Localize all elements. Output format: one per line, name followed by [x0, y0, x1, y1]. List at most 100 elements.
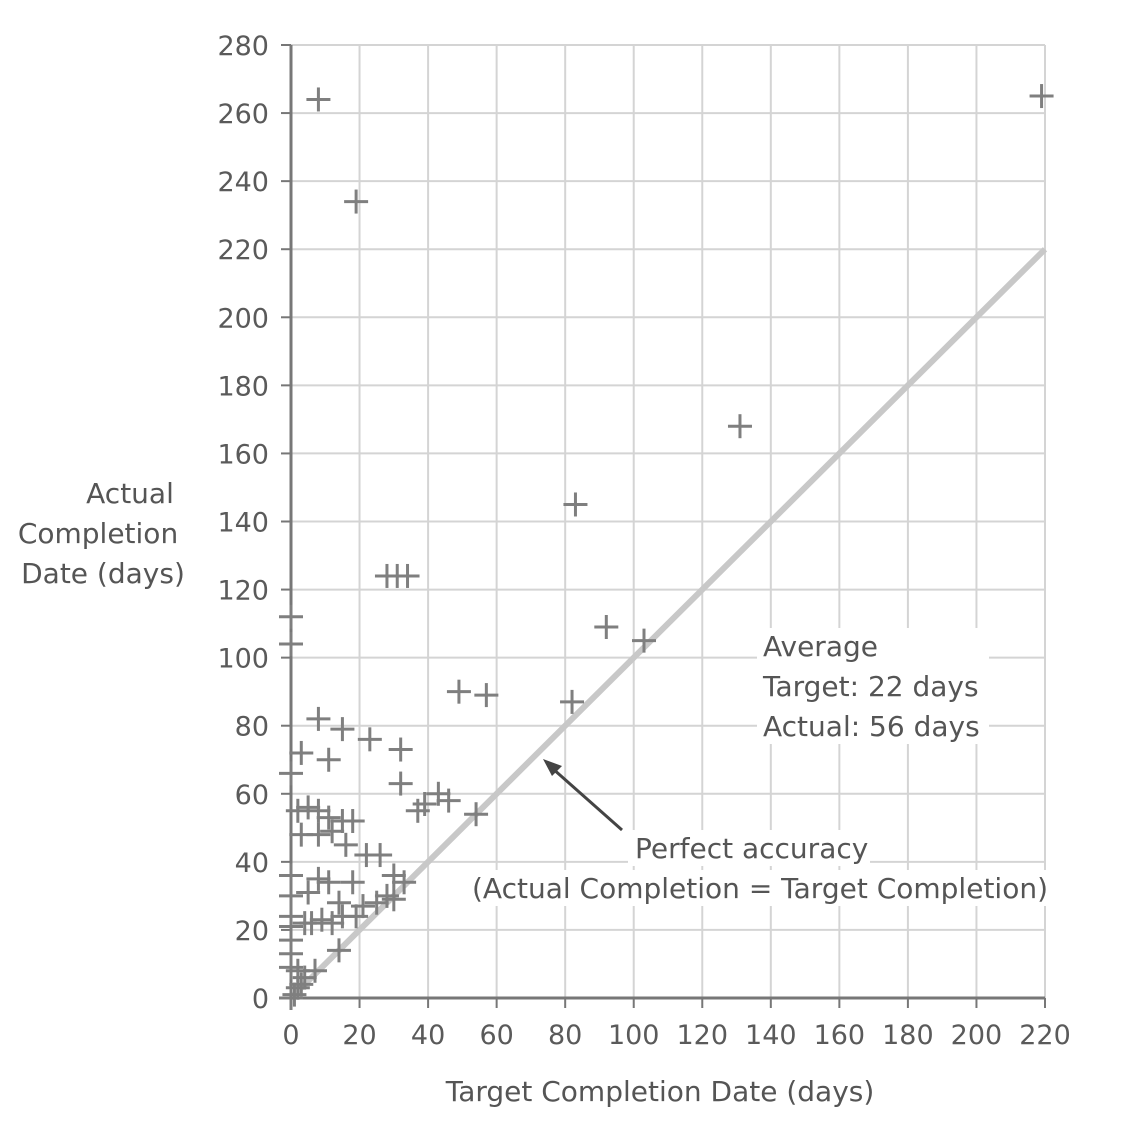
data-point	[340, 870, 365, 895]
data-point	[279, 761, 303, 786]
data-point	[306, 87, 331, 112]
data-point	[412, 791, 437, 816]
data-point	[296, 795, 321, 820]
data-point	[395, 563, 420, 588]
data-point	[374, 883, 399, 908]
x-tick-label: 0	[282, 1020, 299, 1051]
data-point	[560, 689, 585, 714]
data-point	[306, 798, 331, 823]
average-actual: Actual: 56 days	[763, 710, 980, 743]
y-tick-label: 40	[235, 848, 269, 879]
y-axis-label: Actual Completion Date (days)	[18, 477, 185, 590]
y-tick-label: 220	[217, 235, 269, 266]
data-point	[279, 986, 303, 1010]
perfect-accuracy-line	[288, 247, 1048, 1001]
data-point	[289, 972, 314, 997]
x-tick-label: 220	[1019, 1020, 1071, 1051]
x-tick-label: 80	[548, 1020, 582, 1051]
data-point	[296, 880, 321, 905]
data-point	[279, 604, 303, 629]
data-point	[436, 788, 461, 813]
data-point	[279, 632, 303, 657]
data-point	[368, 843, 393, 868]
x-tick-label: 60	[479, 1020, 513, 1051]
y-tick-label: 180	[217, 371, 269, 402]
data-point	[340, 809, 365, 834]
data-point	[632, 628, 657, 653]
x-tick-label: 160	[814, 1020, 866, 1051]
y-tick-label: 140	[217, 508, 269, 539]
data-point	[306, 822, 331, 847]
y-tick-label: 100	[217, 644, 269, 675]
y-tick-label: 80	[235, 712, 269, 743]
data-point	[309, 907, 334, 932]
data-point	[326, 890, 351, 915]
axes	[281, 44, 1046, 1008]
data-point	[279, 955, 303, 980]
x-tick-label: 180	[882, 1020, 934, 1051]
data-point	[1029, 84, 1054, 109]
y-tick-label: 240	[217, 167, 269, 198]
data-point	[446, 679, 471, 704]
y-label-line-1: Actual	[86, 477, 174, 510]
y-tick-label: 20	[235, 916, 269, 947]
data-point	[392, 870, 417, 895]
x-tick-label: 200	[951, 1020, 1003, 1051]
data-point	[381, 887, 406, 912]
annotation-arrow	[551, 766, 623, 832]
data-point	[405, 798, 430, 823]
average-target: Target: 22 days	[762, 670, 979, 703]
y-tick-label: 60	[235, 780, 269, 811]
data-point	[320, 819, 345, 844]
y-tick-label: 0	[252, 984, 269, 1015]
data-point	[426, 781, 451, 806]
x-tick-label: 120	[676, 1020, 728, 1051]
data-point	[330, 717, 355, 742]
data-point	[299, 911, 324, 936]
data-point	[344, 904, 369, 929]
tick-labels: 0 20 40 60 80 100 120 140 160 180 200 220 0 20 40 60 80 1…	[217, 31, 1070, 1051]
data-point	[289, 740, 314, 765]
data-point	[364, 890, 389, 915]
x-tick-label: 40	[411, 1020, 445, 1051]
y-tick-label: 260	[217, 99, 269, 130]
y-tick-label: 280	[217, 31, 269, 62]
data-point	[316, 805, 341, 830]
x-tick-label: 100	[608, 1020, 660, 1051]
data-point	[594, 615, 619, 640]
data-point	[333, 832, 358, 857]
data-point	[306, 866, 331, 891]
y-tick-label: 120	[217, 576, 269, 607]
data-point	[357, 727, 382, 752]
data-point	[474, 683, 499, 708]
perfect-accuracy-annotation: Perfect accuracy (Actual Completion = Ta…	[448, 759, 1050, 906]
perfect-accuracy-title: Perfect accuracy	[635, 832, 868, 865]
data-point	[388, 737, 413, 762]
data-point	[306, 706, 331, 731]
y-tick-label: 200	[217, 303, 269, 334]
data-point	[292, 965, 317, 990]
perfect-accuracy-note: (Actual Completion = Target Completion)	[472, 872, 1048, 905]
data-point	[326, 938, 351, 963]
data-point	[388, 771, 413, 796]
data-point	[727, 414, 752, 439]
data-point	[464, 802, 489, 827]
data-point	[316, 747, 341, 772]
x-axis-label: Target Completion Date (days)	[445, 1075, 875, 1108]
data-point	[302, 958, 327, 983]
data-point	[279, 883, 303, 908]
y-label-line-2: Completion	[18, 517, 178, 550]
average-annotation: Average Target: 22 days Actual: 56 days	[757, 628, 989, 744]
data-points	[279, 84, 1054, 1010]
data-point	[316, 870, 341, 895]
arrow-head-icon	[543, 759, 562, 776]
data-point	[320, 911, 345, 936]
data-point	[279, 863, 303, 888]
y-tick-label: 160	[217, 439, 269, 470]
data-point	[285, 798, 310, 823]
x-tick-label: 20	[342, 1020, 376, 1051]
data-point	[344, 189, 369, 214]
average-title: Average	[763, 630, 878, 663]
y-label-line-3: Date (days)	[21, 557, 185, 590]
